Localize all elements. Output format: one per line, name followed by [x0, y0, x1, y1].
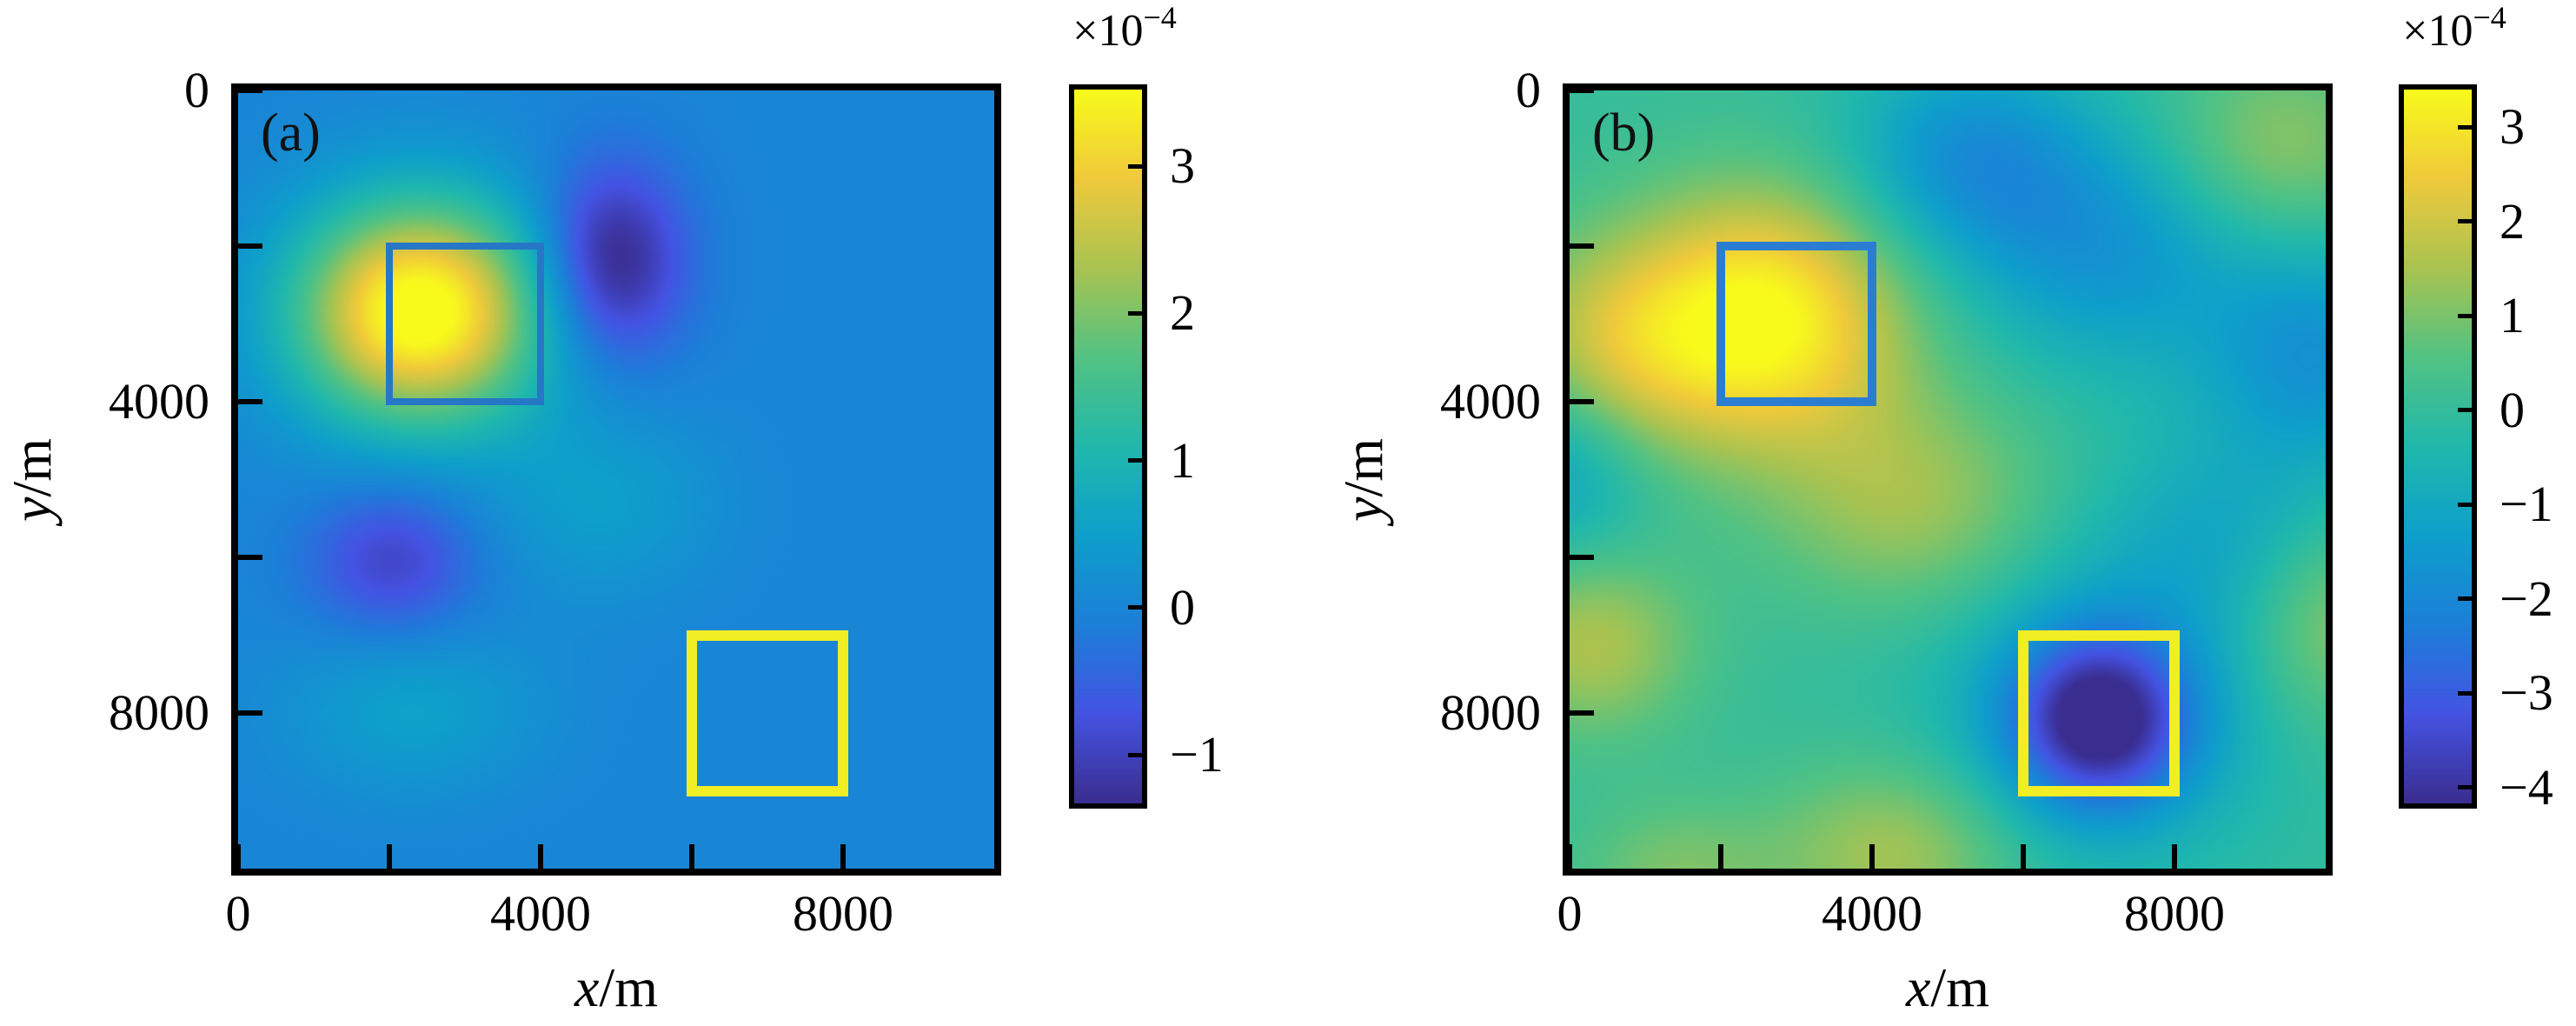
plot-area-a: (a) [231, 83, 1001, 876]
yellow-box [687, 630, 848, 796]
colorbar-tick-label: 2 [2500, 192, 2525, 250]
panel-label-b: (b) [1592, 103, 1656, 163]
y-axis-tick [1570, 710, 1594, 716]
x-axis-tick [387, 844, 392, 869]
y-axis-tick [238, 243, 262, 249]
y-tick-label: 4000 [1440, 373, 1541, 430]
colorbar-tick [2458, 690, 2472, 696]
colorbar-tick-label: 1 [2500, 287, 2525, 344]
yellow-box [2018, 630, 2180, 796]
colorbar-b [2399, 84, 2477, 809]
plot-area-b: (b) [1563, 83, 2333, 876]
x-axis-tick [689, 844, 694, 869]
colorbar-a [1069, 84, 1147, 809]
y-tick-label: 4000 [109, 373, 209, 430]
y-tick-label: 8000 [1440, 684, 1541, 741]
colorbar-tick [2458, 408, 2472, 413]
colorbar-tick [1128, 752, 1142, 757]
blue-box [1716, 242, 1876, 406]
x-axis-tick [1718, 844, 1723, 869]
colorbar-tick-label: 1 [1170, 431, 1195, 489]
colorbar-scale-label-b: ×10−4 [2402, 0, 2506, 56]
y-axis-tick [238, 88, 262, 93]
y-axis-tick [238, 555, 262, 560]
colorbar-tick-label: 0 [1170, 578, 1195, 636]
colorbar-scale-label-a: ×10−4 [1072, 0, 1177, 56]
colorbar-tick [1128, 310, 1142, 316]
y-tick-label: 0 [1516, 62, 1541, 118]
blue-box [386, 243, 544, 405]
panel-label-a: (a) [261, 103, 321, 163]
colorbar-tick-label: 0 [2500, 381, 2525, 438]
colorbar-tick [1128, 605, 1142, 610]
x-axis-tick [1869, 844, 1875, 869]
y-axis-tick [1570, 555, 1594, 560]
colorbar-tick [2458, 785, 2472, 790]
x-axis-tick [2172, 844, 2177, 869]
x-axis-tick [2021, 844, 2026, 869]
colorbar-tick-label: −4 [2500, 758, 2553, 816]
y-axis-tick [1570, 399, 1594, 404]
colorbar-tick-label: 3 [1170, 137, 1195, 195]
colorbar-tick-label: −2 [2500, 570, 2553, 627]
x-axis-tick [1567, 844, 1572, 869]
colorbar-tick [1128, 163, 1142, 169]
colorbar-tick [2458, 219, 2472, 224]
colorbar-tick-label: −1 [2500, 476, 2553, 533]
colorbar-gradient-b [2404, 90, 2472, 803]
y-axis-tick [238, 399, 262, 404]
colorbar-tick-label: 3 [2500, 98, 2525, 156]
x-tick-label: 0 [1557, 885, 1583, 942]
colorbar-tick [2458, 124, 2472, 130]
x-tick-label: 8000 [793, 885, 893, 942]
x-axis-tick [840, 844, 846, 869]
colorbar-tick-label: 2 [1170, 284, 1195, 342]
y-axis-label-b: y/m [1332, 438, 1394, 522]
colorbar-tick-label: −1 [1170, 726, 1224, 783]
x-axis-label-a: x/m [574, 956, 658, 1018]
y-axis-tick [1570, 243, 1594, 249]
x-axis-tick [538, 844, 543, 869]
colorbar-tick [2458, 596, 2472, 602]
colorbar-tick [2458, 313, 2472, 318]
colorbar-tick [1128, 458, 1142, 463]
heatmap-canvas-a [238, 90, 994, 869]
x-axis-tick [236, 844, 241, 869]
colorbar-gradient-a [1074, 90, 1142, 803]
heatmap-canvas-b [1570, 90, 2326, 869]
x-tick-label: 8000 [2124, 885, 2225, 942]
colorbar-tick [2458, 502, 2472, 507]
y-tick-label: 0 [184, 62, 209, 118]
y-tick-label: 8000 [109, 684, 209, 741]
y-axis-tick [1570, 88, 1594, 93]
colorbar-tick-label: −3 [2500, 664, 2553, 722]
x-tick-label: 4000 [490, 885, 591, 942]
x-tick-label: 4000 [1822, 885, 1922, 942]
x-tick-label: 0 [225, 885, 251, 942]
x-axis-label-b: x/m [1906, 956, 1989, 1018]
y-axis-tick [238, 710, 262, 716]
